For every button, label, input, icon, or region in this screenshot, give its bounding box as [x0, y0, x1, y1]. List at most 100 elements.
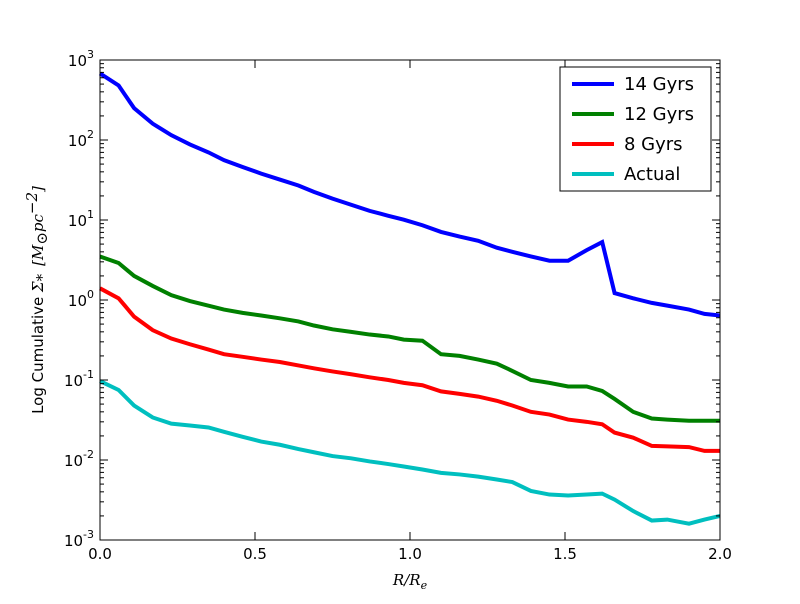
- data-point: [169, 293, 173, 297]
- data-point: [132, 274, 136, 278]
- data-point: [312, 324, 316, 328]
- data-point: [566, 259, 570, 263]
- data-point: [368, 333, 372, 337]
- data-point: [241, 355, 245, 359]
- data-point: [241, 311, 245, 315]
- y-tick-label-base: 10: [68, 52, 87, 70]
- data-point: [241, 435, 245, 439]
- legend: 14 Gyrs 12 Gyrs 8 Gyrs Actual: [559, 66, 712, 192]
- data-point: [529, 254, 533, 258]
- data-point: [566, 493, 570, 497]
- data-point: [613, 291, 617, 295]
- data-point: [132, 315, 136, 319]
- data-point: [665, 304, 669, 308]
- data-point: [613, 431, 617, 435]
- series-line: [99, 286, 720, 453]
- legend-item: 12 Gyrs: [572, 104, 694, 125]
- data-point: [188, 142, 192, 146]
- data-point: [420, 468, 424, 472]
- data-point: [439, 230, 443, 234]
- x-axis-title: R/Re: [392, 571, 428, 592]
- data-point: [476, 395, 480, 399]
- data-point: [650, 301, 654, 305]
- data-point: [439, 352, 443, 356]
- data-point: [296, 319, 300, 323]
- data-point: [117, 84, 121, 88]
- data-point: [476, 475, 480, 479]
- y-tick-label-exp: -3: [83, 528, 94, 541]
- x-axis-title-main: R/R: [392, 571, 421, 589]
- data-point: [495, 399, 499, 403]
- y-axis-title-text: Log Cumulative: [29, 292, 47, 414]
- y-axis-title-unit-sub: ⊙: [33, 232, 51, 245]
- y-axis-title-symbol: Σ: [29, 281, 47, 293]
- data-point: [222, 158, 226, 162]
- data-point: [631, 410, 635, 414]
- data-point: [665, 418, 669, 422]
- data-point: [420, 339, 424, 343]
- data-point: [600, 240, 604, 244]
- data-point: [510, 250, 514, 254]
- y-axis-title-symbol-sub: *: [33, 273, 51, 281]
- data-point: [278, 443, 282, 447]
- data-point: [259, 440, 263, 444]
- legend-item: 8 Gyrs: [572, 134, 683, 155]
- y-tick-label-exp: -2: [83, 448, 94, 461]
- data-point: [386, 334, 390, 338]
- data-point: [548, 493, 552, 497]
- data-point: [117, 388, 121, 392]
- legend-label: 8 Gyrs: [624, 134, 683, 155]
- y-tick-label-base: 10: [64, 372, 83, 390]
- data-point: [188, 299, 192, 303]
- data-point: [687, 308, 691, 312]
- series-layer: [98, 71, 721, 526]
- data-point: [169, 133, 173, 137]
- data-point: [585, 248, 589, 252]
- data-point: [510, 480, 514, 484]
- data-point: [495, 246, 499, 250]
- data-point: [207, 150, 211, 154]
- data-point: [169, 337, 173, 341]
- data-point: [278, 360, 282, 364]
- data-point: [650, 519, 654, 523]
- y-tick-label: 102: [68, 128, 94, 150]
- y-axis-title-unit-mid: pc: [29, 213, 47, 232]
- data-point: [687, 445, 691, 449]
- data-point: [188, 342, 192, 346]
- y-tick-label: 10-2: [64, 448, 94, 470]
- data-point: [222, 352, 226, 356]
- data-point: [458, 235, 462, 239]
- data-point: [402, 464, 406, 468]
- data-point: [117, 261, 121, 265]
- plot-frame: [99, 59, 721, 541]
- data-point: [687, 522, 691, 526]
- data-point: [548, 259, 552, 263]
- series-actual: [99, 379, 721, 526]
- y-tick-label-base: 10: [64, 452, 83, 470]
- data-point: [703, 312, 707, 316]
- data-point: [631, 436, 635, 440]
- data-point: [600, 492, 604, 496]
- y-tick-label-exp: 1: [87, 208, 94, 221]
- data-point: [222, 308, 226, 312]
- data-point: [703, 518, 707, 522]
- series-12-gyrs: [99, 254, 720, 423]
- data-point: [151, 415, 155, 419]
- data-point: [151, 284, 155, 288]
- data-point: [259, 314, 263, 318]
- data-point: [331, 454, 335, 458]
- data-point: [188, 423, 192, 427]
- data-point: [331, 327, 335, 331]
- data-point: [600, 422, 604, 426]
- data-point: [386, 378, 390, 382]
- series-line: [98, 71, 721, 318]
- data-point: [495, 478, 499, 482]
- data-point: [207, 304, 211, 308]
- x-tick-label: 0.5: [243, 545, 267, 563]
- data-point: [349, 372, 353, 376]
- data-point: [510, 404, 514, 408]
- y-axis-title: Log Cumulative Σ* [M⊙pc−2]: [23, 186, 51, 414]
- data-point: [386, 214, 390, 218]
